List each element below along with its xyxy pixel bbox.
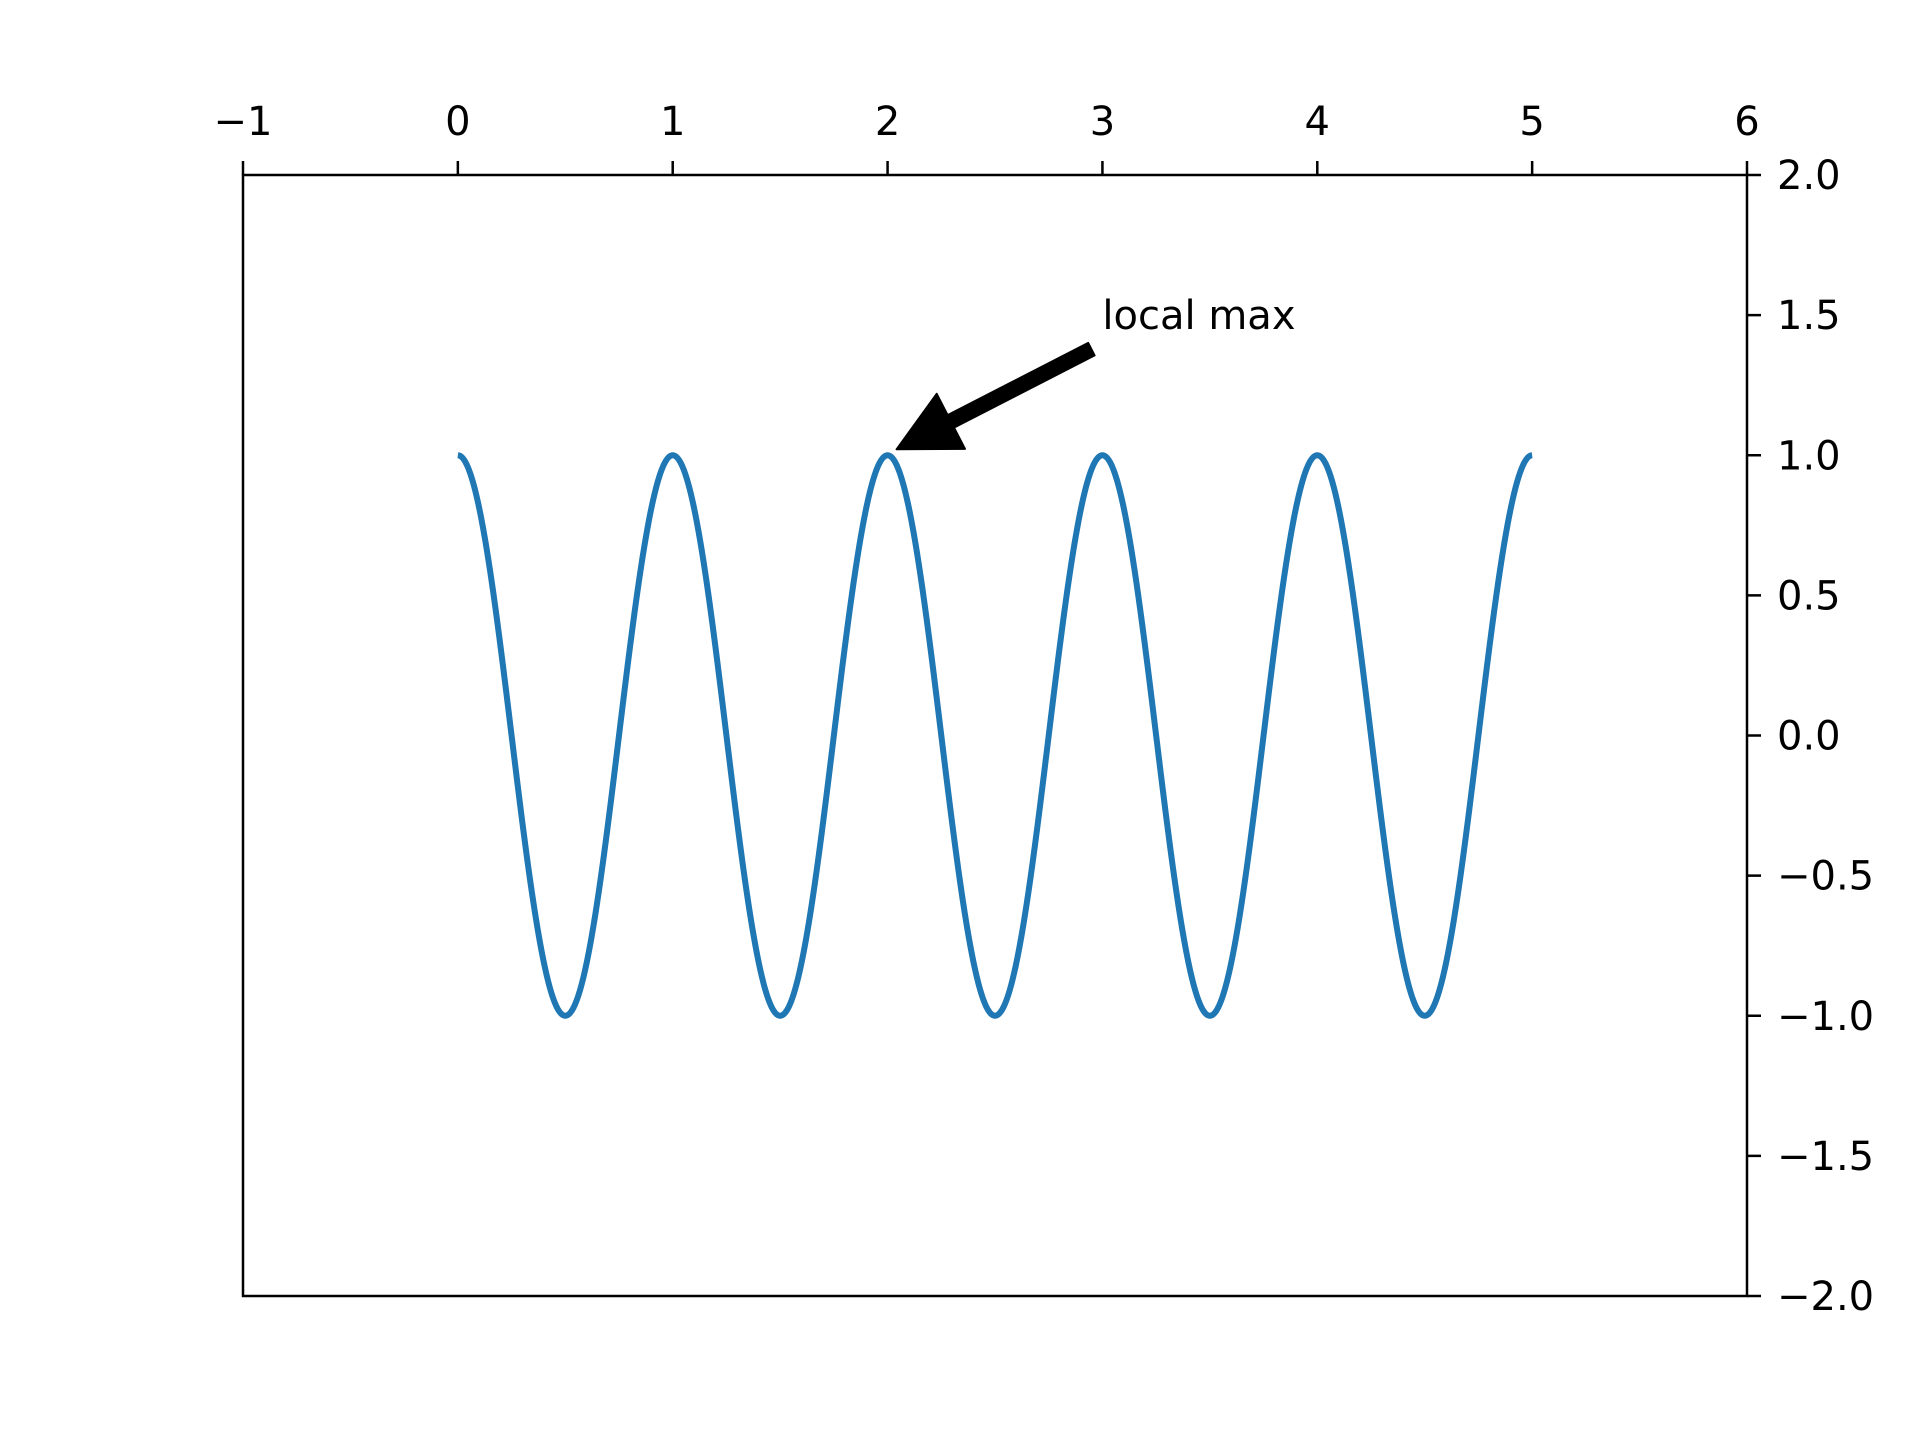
y-tick-label: −1.0 xyxy=(1777,994,1874,1040)
annotation-layer: local max xyxy=(895,293,1296,451)
series-line xyxy=(455,452,1535,1019)
x-axis-ticks: −1 0 1 2 3 4 5 6 xyxy=(214,99,1760,175)
y-axis-ticks: 2.0 1.5 1.0 0.5 0.0 −0.5 −1.0 −1.5 −2.0 xyxy=(1747,153,1874,1320)
x-tick-label: 6 xyxy=(1734,99,1759,145)
x-tick-label: −1 xyxy=(214,99,273,145)
x-tick-label: 5 xyxy=(1519,99,1544,145)
y-tick-label: 2.0 xyxy=(1777,153,1841,199)
series-layer xyxy=(455,452,1535,1019)
y-tick-label: −0.5 xyxy=(1777,854,1874,900)
annotation-arrow xyxy=(895,341,1096,451)
x-tick-label: 0 xyxy=(445,99,470,145)
x-tick-label: 1 xyxy=(660,99,685,145)
y-tick-label: 0.5 xyxy=(1777,573,1841,619)
x-tick-label: 4 xyxy=(1305,99,1330,145)
plot-area-frame xyxy=(241,173,1749,1298)
x-tick-label: 3 xyxy=(1090,99,1115,145)
y-tick-label: 1.5 xyxy=(1777,293,1841,339)
y-tick-label: 1.0 xyxy=(1777,433,1841,479)
y-tick-label: 0.0 xyxy=(1777,714,1841,760)
y-tick-label: −1.5 xyxy=(1777,1134,1874,1180)
y-tick-label: −2.0 xyxy=(1777,1274,1874,1320)
axes-frame xyxy=(241,173,1749,1298)
annotation-label: local max xyxy=(1102,293,1295,339)
x-tick-label: 2 xyxy=(875,99,900,145)
